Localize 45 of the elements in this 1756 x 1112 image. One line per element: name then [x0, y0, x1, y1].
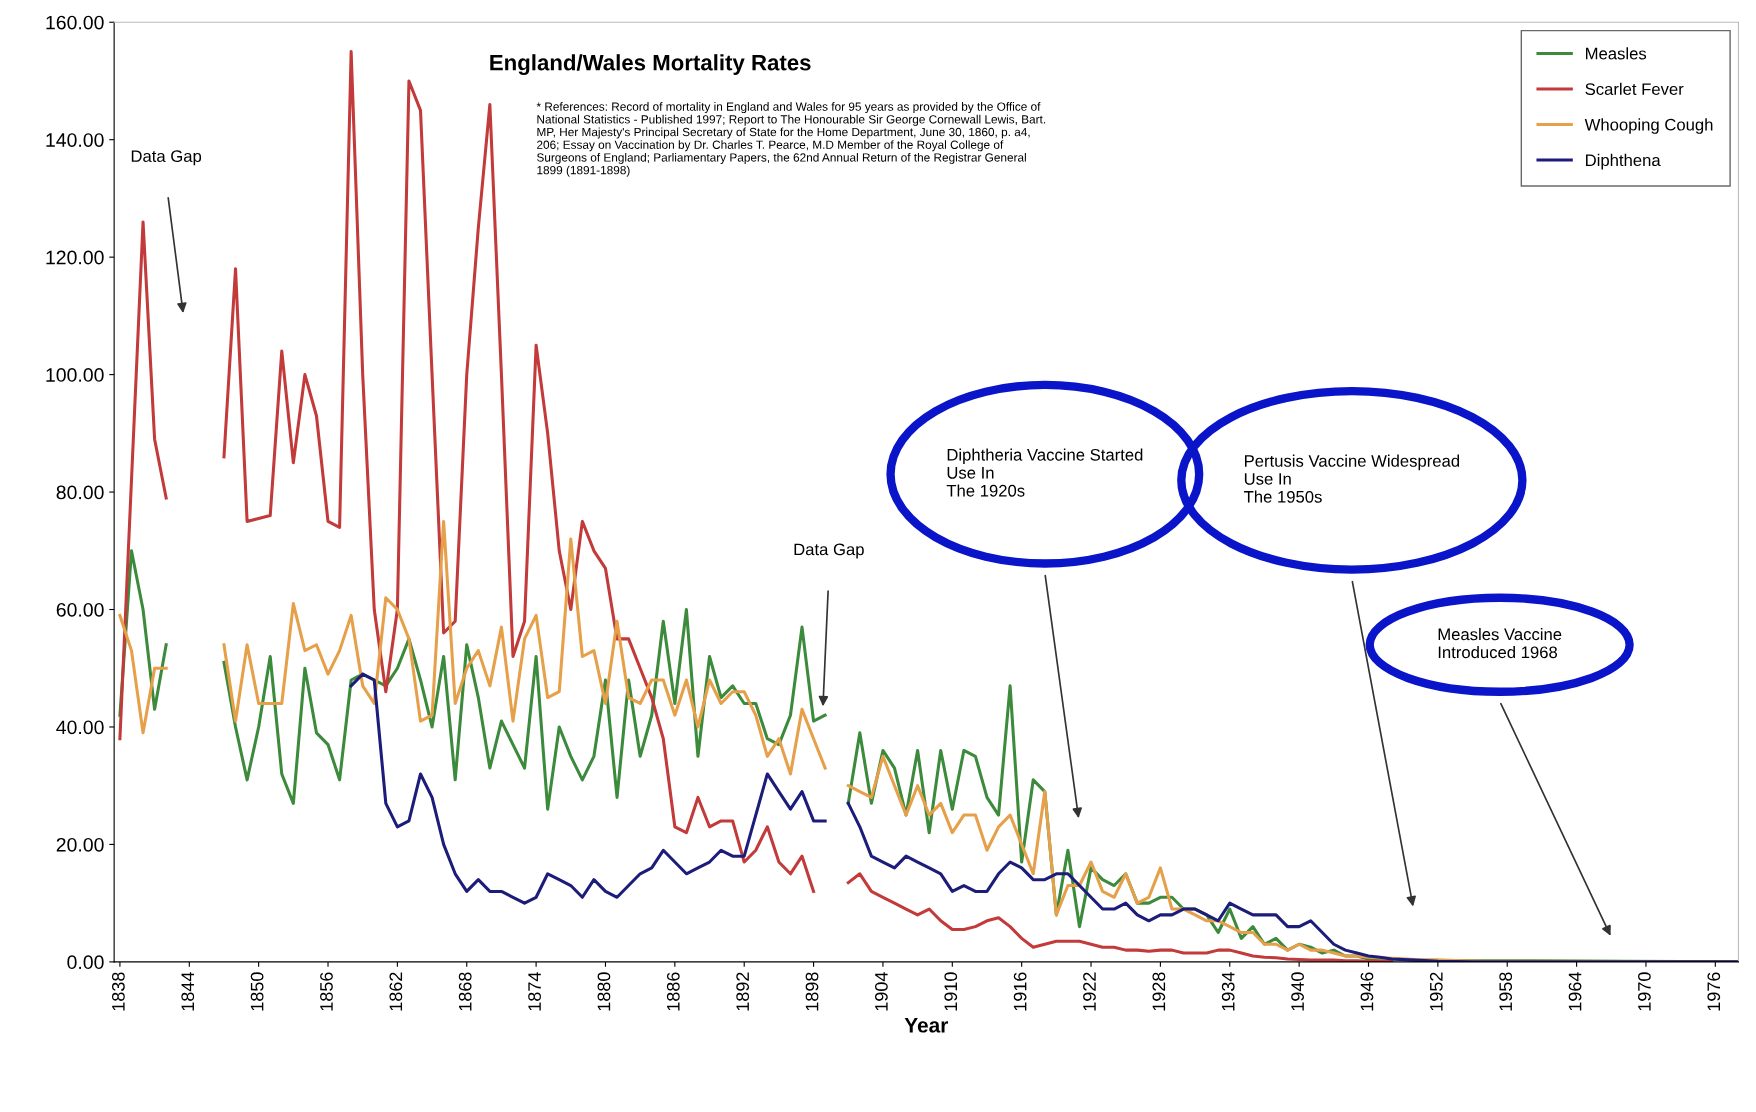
annotation: Pertusis Vaccine Widespread Use In The 1950s [1244, 454, 1460, 503]
y-tick-label: 20.00 [56, 837, 104, 852]
x-tick-label: 1958 [1499, 972, 1513, 1011]
x-tick-label: 1928 [1152, 972, 1166, 1011]
x-tick-label: 1892 [736, 972, 750, 1011]
x-tick-label: 1970 [1638, 972, 1651, 1011]
x-tick-label: 1940 [1291, 972, 1304, 1011]
x-tick-label: 1898 [805, 972, 819, 1011]
x-tick-label: 1886 [666, 972, 680, 1011]
annotation: * References: Record of mortality in England and Wales for 95 years as provided by the Office of National Statistics - Published 1997; Report to The Honourable Sir George Cornewall Lewis, Bart. MP, Her Majesty's Principal Secretary of State for the Home Department, June 30, 1860, p. a4, 206; Essay on Vaccination by Dr. Charles T. Pearce, M.D Member of the Royal College of Surgeons of England; Parliamentary Papers, the 62nd Annual Return of the Registrar General 1899 (1891-1898) [536, 102, 1046, 177]
y-tick-label: 160.00 [46, 15, 104, 30]
x-tick-label: 1868 [458, 972, 472, 1011]
x-tick-label: 1916 [1013, 972, 1027, 1011]
x-tick-label: 1880 [597, 972, 611, 1011]
legend-label: Diphthena [1586, 153, 1661, 170]
x-tick-label: 1910 [944, 972, 958, 1011]
x-tick-label: 1904 [875, 972, 888, 1011]
y-tick-label: 100.00 [46, 368, 104, 382]
y-tick-label: 140.00 [46, 133, 104, 147]
x-tick-label: 1856 [320, 972, 333, 1011]
x-tick-label: 1862 [389, 972, 403, 1011]
annotation: Diphtheria Vaccine Started Use In The 1920s [946, 448, 1143, 497]
x-tick-label: 1844 [181, 972, 195, 1011]
x-axis-title: Year [904, 1018, 948, 1033]
annotation: Data Gap [794, 543, 864, 559]
legend-label: Measles [1586, 47, 1647, 60]
text: England/Wales Mortality Rates [490, 54, 811, 75]
x-tick-label: 1850 [250, 972, 264, 1011]
annotation: Data Gap [131, 150, 202, 166]
x-tick-label: 1952 [1429, 972, 1443, 1011]
x-tick-label: 1934 [1221, 972, 1235, 1011]
y-tick-label: 40.00 [56, 720, 104, 735]
x-tick-label: 1946 [1360, 972, 1374, 1011]
y-tick-label: 60.00 [56, 602, 104, 617]
legend-label: Scarlet Fever [1585, 82, 1684, 96]
x-tick-label: 1874 [528, 972, 541, 1011]
legend-label: Whooping Cough [1584, 118, 1713, 134]
y-tick-label: 120.00 [46, 250, 104, 265]
x-tick-label: 1976 [1707, 972, 1721, 1011]
annotation: Measles Vaccine Introduced 1968 [1438, 628, 1562, 659]
x-tick-label: 1838 [111, 972, 125, 1011]
x-tick-label: 1964 [1568, 972, 1582, 1011]
x-tick-label: 1922 [1083, 972, 1096, 1011]
y-tick-label: 80.00 [56, 485, 104, 500]
y-tick-label: 0.00 [67, 955, 104, 970]
